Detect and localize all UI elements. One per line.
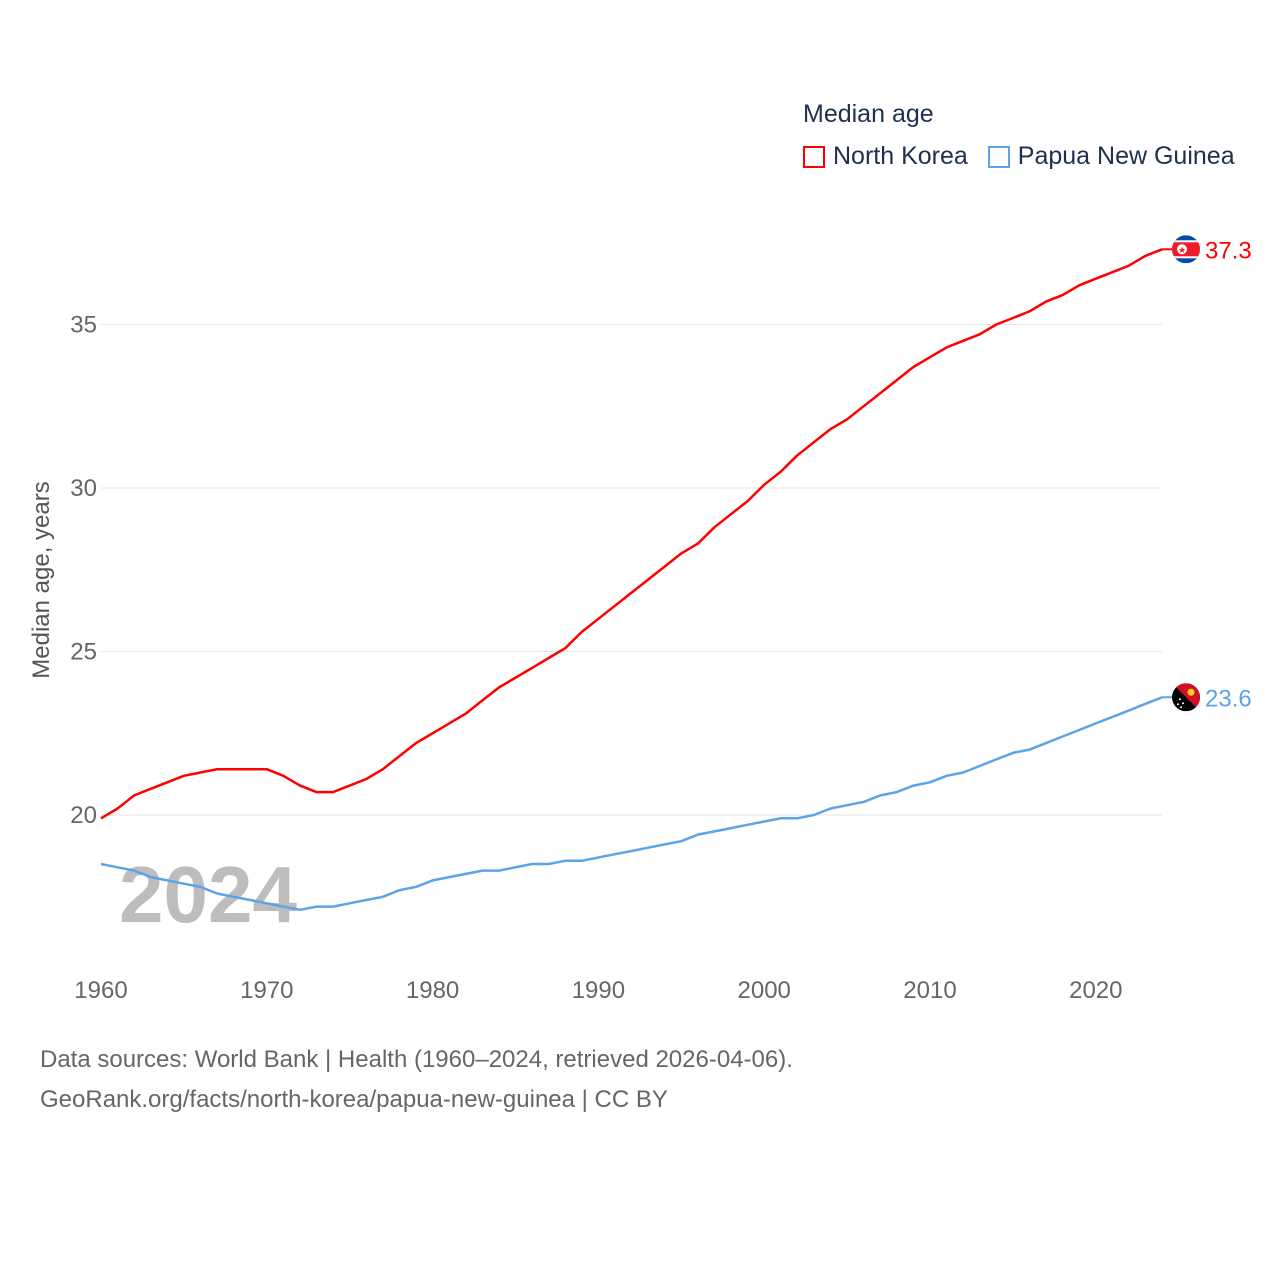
- x-tick-label: 2020: [1069, 977, 1122, 1004]
- year-watermark: 2024: [119, 850, 297, 939]
- x-tick-label: 2010: [903, 977, 956, 1004]
- y-tick-label: 20: [70, 802, 97, 829]
- series-line-papua-new-guinea: [100, 696, 1163, 912]
- legend-label: North Korea: [833, 142, 968, 170]
- x-tick-label: 1960: [74, 977, 127, 1004]
- end-value-label: 37.3: [1205, 237, 1252, 264]
- source-text: Data sources: World Bank | Health (1960–…: [40, 1046, 793, 1073]
- north-korea-flag-icon: ★: [1172, 235, 1200, 264]
- legend-swatch-north-korea: [803, 145, 825, 168]
- legend-title: Median age: [803, 100, 934, 128]
- end-value-label: 23.6: [1205, 685, 1252, 712]
- x-tick-label: 1990: [572, 977, 625, 1004]
- series-line-north-korea: [100, 248, 1163, 820]
- x-tick-label: 1980: [406, 977, 459, 1004]
- papua-new-guinea-flag-icon: [1172, 683, 1200, 712]
- svg-text:★: ★: [1178, 245, 1186, 255]
- url-text[interactable]: GeoRank.org/facts/north-korea/papua-new-…: [40, 1086, 668, 1113]
- legend: North Korea Papua New Guinea: [803, 142, 1235, 171]
- x-tick-label: 2000: [738, 977, 791, 1004]
- legend-item-papua-new-guinea[interactable]: Papua New Guinea: [987, 142, 1235, 171]
- y-tick-label: 25: [70, 639, 97, 666]
- y-axis-label: Median age, years: [28, 481, 55, 679]
- legend-label: Papua New Guinea: [1017, 142, 1235, 170]
- legend-swatch-papua-new-guinea: [987, 145, 1010, 168]
- x-tick-label: 1970: [240, 977, 293, 1004]
- legend-item-north-korea[interactable]: North Korea: [803, 142, 968, 171]
- y-tick-label: 35: [70, 312, 97, 339]
- y-tick-label: 30: [70, 475, 97, 502]
